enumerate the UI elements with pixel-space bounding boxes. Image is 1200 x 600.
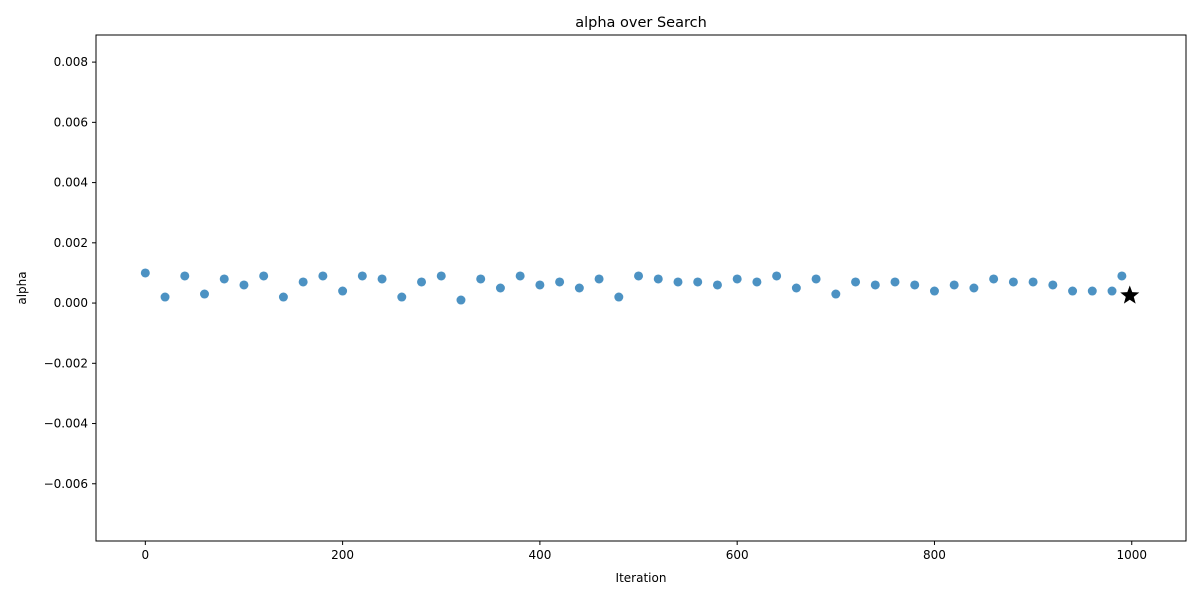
data-point bbox=[219, 274, 229, 284]
data-point bbox=[791, 283, 801, 293]
x-tick-label: 200 bbox=[331, 548, 354, 562]
data-point bbox=[180, 271, 190, 281]
data-point bbox=[259, 271, 269, 281]
y-tick-label: −0.006 bbox=[44, 477, 88, 491]
y-axis-ticks: −0.006 −0.004 −0.002 0.000 0.002 0.004 0.006 0.… bbox=[44, 55, 96, 491]
axes-layer bbox=[95, 34, 1187, 542]
data-point bbox=[1048, 280, 1058, 290]
plot-background bbox=[96, 35, 1186, 541]
data-point bbox=[574, 283, 584, 293]
y-tick-label: 0.008 bbox=[54, 55, 88, 69]
data-point bbox=[397, 292, 407, 302]
data-point bbox=[495, 283, 505, 293]
data-point bbox=[949, 280, 959, 290]
data-point bbox=[989, 274, 999, 284]
plot-frame bbox=[95, 34, 1187, 542]
data-point bbox=[456, 295, 466, 305]
y-tick-label: −0.004 bbox=[44, 417, 88, 431]
y-tick-label: 0.006 bbox=[54, 115, 88, 129]
data-point bbox=[1068, 286, 1078, 296]
chart-title: alpha over Search bbox=[575, 15, 707, 31]
x-tick-label: 0 bbox=[142, 548, 150, 562]
data-point bbox=[851, 277, 861, 287]
y-tick-label: 0.004 bbox=[54, 176, 88, 190]
data-point bbox=[1117, 271, 1127, 281]
data-point bbox=[160, 292, 170, 302]
data-point bbox=[1028, 277, 1038, 287]
data-point bbox=[1107, 286, 1117, 296]
x-axis-ticks: 0 200 400 600 800 1000 bbox=[142, 541, 1147, 562]
data-point bbox=[318, 271, 328, 281]
data-point bbox=[673, 277, 683, 287]
data-point bbox=[634, 271, 644, 281]
data-point bbox=[732, 274, 742, 284]
data-point bbox=[969, 283, 979, 293]
data-point bbox=[870, 280, 880, 290]
data-point bbox=[278, 292, 288, 302]
data-point bbox=[594, 274, 604, 284]
points-layer bbox=[140, 268, 1140, 305]
data-point bbox=[338, 286, 348, 296]
x-tick-label: 1000 bbox=[1116, 548, 1147, 562]
data-point bbox=[831, 289, 841, 299]
data-point bbox=[929, 286, 939, 296]
data-point bbox=[653, 274, 663, 284]
data-point bbox=[1008, 277, 1018, 287]
data-point bbox=[811, 274, 821, 284]
y-tick-label: 0.000 bbox=[54, 296, 88, 310]
data-point bbox=[712, 280, 722, 290]
data-point bbox=[535, 280, 545, 290]
x-tick-label: 400 bbox=[528, 548, 551, 562]
data-point bbox=[417, 277, 427, 287]
data-point bbox=[200, 289, 210, 299]
data-point bbox=[239, 280, 249, 290]
data-point bbox=[910, 280, 920, 290]
data-point bbox=[515, 271, 525, 281]
y-axis-label: alpha bbox=[15, 271, 29, 304]
best-point-star bbox=[1120, 285, 1140, 304]
data-point bbox=[555, 277, 565, 287]
data-point bbox=[614, 292, 624, 302]
data-point bbox=[890, 277, 900, 287]
data-point bbox=[693, 277, 703, 287]
data-point bbox=[752, 277, 762, 287]
y-tick-label: 0.002 bbox=[54, 236, 88, 250]
data-point bbox=[436, 271, 446, 281]
y-tick-label: −0.002 bbox=[44, 356, 88, 370]
data-point bbox=[298, 277, 308, 287]
x-tick-label: 600 bbox=[726, 548, 749, 562]
data-point bbox=[476, 274, 486, 284]
data-point bbox=[357, 271, 367, 281]
x-tick-label: 800 bbox=[923, 548, 946, 562]
x-axis-label: Iteration bbox=[616, 571, 667, 585]
data-point bbox=[140, 268, 150, 278]
data-point bbox=[772, 271, 782, 281]
data-point bbox=[377, 274, 387, 284]
data-point bbox=[1087, 286, 1097, 296]
